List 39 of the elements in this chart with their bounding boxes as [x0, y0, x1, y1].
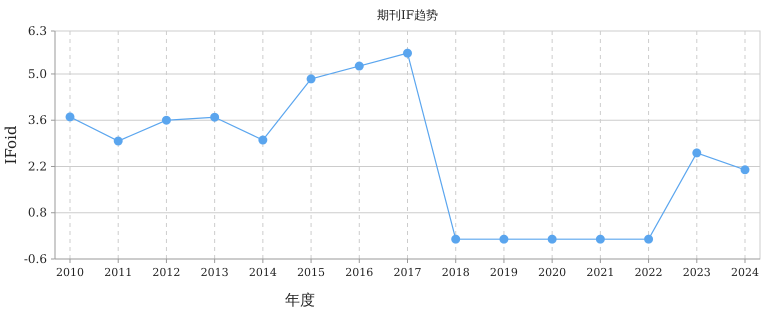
point: [644, 234, 654, 244]
point: [692, 148, 702, 158]
x-tick-label: 2018: [442, 266, 470, 279]
point: [596, 234, 605, 244]
x-tick-label: 2014: [248, 266, 277, 279]
x-tick-label: 2010: [56, 266, 84, 279]
y-tick-label: 6.3: [28, 24, 47, 38]
y-tick-label: 3.6: [28, 113, 47, 128]
x-tick-label: 2012: [152, 266, 180, 279]
x-tick-label: 2024: [731, 266, 759, 279]
x-tick-label: 2016: [345, 266, 374, 279]
point: [258, 136, 268, 145]
point: [162, 116, 171, 125]
x-tick-label: 2019: [490, 266, 518, 279]
x-tick-label: 2013: [200, 266, 229, 279]
y-tick-label: 5.0: [28, 66, 47, 81]
y-axis-title: IFoid: [2, 125, 20, 164]
point: [210, 112, 220, 122]
point: [499, 234, 508, 244]
point: [306, 74, 316, 84]
x-tick-label: 2020: [538, 266, 566, 279]
x-tick-label: 2023: [682, 266, 711, 279]
chart-title: 期刊IF趋势: [376, 8, 438, 22]
y-tick-label: 2.2: [28, 159, 47, 174]
point: [66, 112, 74, 122]
point: [403, 48, 412, 58]
y-tick-label: 0.8: [28, 206, 47, 220]
x-tick-label: 2022: [634, 266, 663, 279]
x-tick-label: 2021: [586, 266, 614, 279]
point: [114, 136, 123, 146]
x-tick-label: 2015: [297, 266, 326, 279]
point: [740, 165, 750, 174]
point: [354, 62, 364, 71]
x-tick-label: 2011: [104, 266, 132, 279]
point: [451, 234, 460, 244]
y-tick-label: -0.6: [24, 252, 47, 266]
x-axis-title: 年度: [285, 291, 315, 309]
point: [548, 234, 557, 244]
x-tick-label: 2017: [394, 266, 422, 279]
